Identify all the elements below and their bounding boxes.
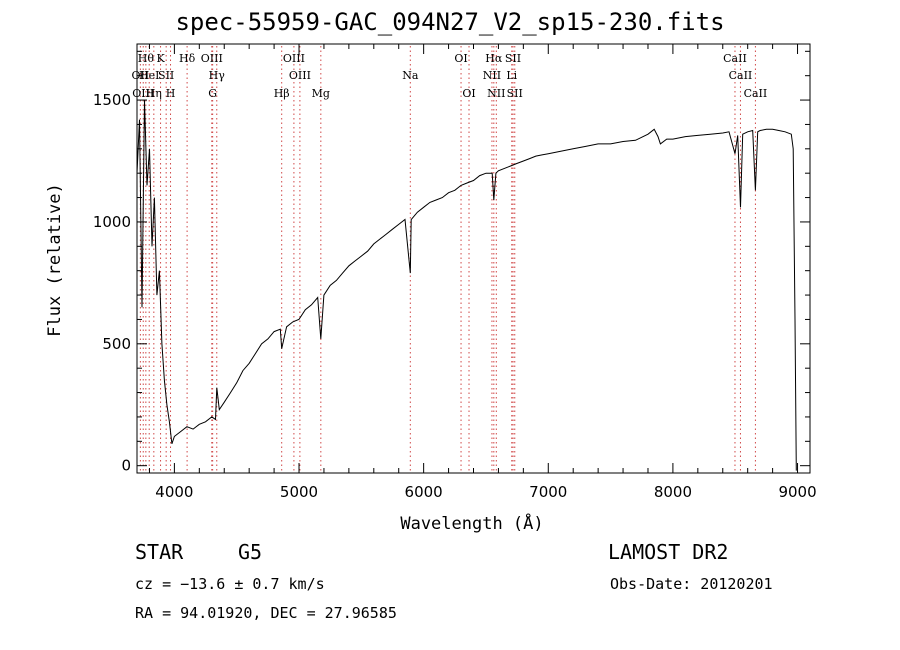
x-tick-label-2: 6000: [405, 483, 443, 501]
x-tick-label-4: 8000: [654, 483, 692, 501]
marker-label-18: OI: [462, 87, 475, 100]
y-tick-label-0: 0: [121, 457, 131, 475]
marker-label-4: Hη: [146, 87, 162, 100]
marker-label-20: Hα: [485, 52, 503, 65]
chart-title: spec-55959-GAC_094N27_V2_sp15-230.fits: [175, 8, 725, 36]
x-tick-label-0: 4000: [155, 483, 193, 501]
marker-label-25: CaII: [723, 52, 747, 65]
marker-label-3: HeI: [139, 69, 159, 82]
marker-label-13: OIII: [283, 52, 305, 65]
marker-label-15: Mg: [312, 87, 330, 100]
y-tick-label-3: 1500: [93, 91, 131, 109]
marker-label-11: G: [208, 87, 217, 100]
marker-label-22: Li: [506, 69, 517, 82]
redshift-velocity: cz = −13.6 ± 0.7 km/s: [135, 575, 325, 593]
y-axis-label: Flux (relative): [45, 183, 65, 337]
marker-label-16: Na: [402, 69, 419, 82]
tick-labels: 4000 5000 6000 7000 8000 9000 0 500 1000 1500: [93, 91, 817, 501]
line-markers: [139, 46, 756, 472]
spectrum-line: [136, 100, 797, 471]
marker-label-26: CaII: [729, 69, 753, 82]
marker-label-6: SII: [158, 69, 174, 82]
survey-name: LAMOST DR2: [608, 540, 729, 564]
marker-label-19: NII: [483, 69, 501, 82]
x-tick-label-1: 5000: [280, 483, 318, 501]
marker-label-24: SII: [507, 87, 523, 100]
y-tick-label-1: 500: [102, 335, 131, 353]
marker-label-2: Hθ: [138, 52, 155, 65]
marker-label-1: OIII: [132, 87, 154, 100]
plot-frame: [136, 43, 811, 474]
axis-ticks: [137, 44, 810, 473]
marker-label-14: OIII: [289, 69, 311, 82]
object-subclass: G5: [238, 540, 263, 564]
marker-label-23: SII: [505, 52, 521, 65]
marker-label-8: Hδ: [179, 52, 196, 65]
x-axis-label: Wavelength (Å): [400, 512, 543, 534]
object-class: STAR: [135, 540, 184, 564]
marker-label-5: K: [156, 52, 165, 65]
marker-label-12: Hβ: [274, 87, 290, 100]
y-tick-label-2: 1000: [93, 213, 131, 231]
x-tick-label-5: 9000: [778, 483, 816, 501]
marker-label-10: Hγ: [209, 69, 226, 82]
marker-label-7: H: [166, 87, 176, 100]
marker-label-17: OI: [454, 52, 467, 65]
ra-dec-coordinates: RA = 94.01920, DEC = 27.96585: [135, 604, 397, 622]
observation-date: Obs-Date: 20120201: [610, 575, 773, 593]
x-tick-label-3: 7000: [529, 483, 567, 501]
marker-label-9: OIII: [201, 52, 223, 65]
marker-label-27: CaII: [744, 87, 768, 100]
marker-label-21: NII: [487, 87, 505, 100]
